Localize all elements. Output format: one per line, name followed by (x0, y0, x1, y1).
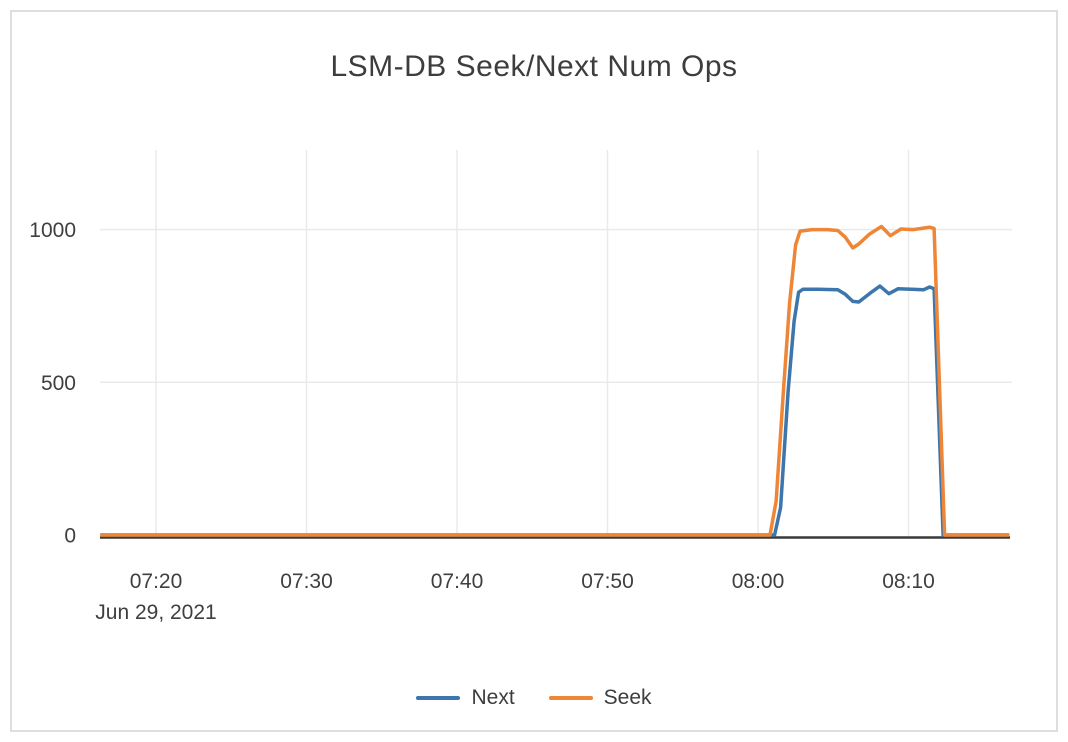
legend-label: Seek (603, 686, 652, 709)
x-tick-label: 07:40 (431, 570, 484, 593)
x-tick-label: 07:50 (581, 570, 634, 593)
legend-item-next[interactable]: Next (416, 686, 515, 710)
legend-item-seek[interactable]: Seek (548, 686, 652, 710)
y-tick-label: 0 (64, 525, 76, 548)
legend-swatch-seek (548, 695, 593, 701)
x-tick-label: 07:30 (280, 570, 333, 593)
legend-swatch-next (416, 695, 461, 701)
series-line-seek[interactable] (100, 224, 1010, 537)
x-tick-label: 08:10 (882, 570, 935, 593)
legend-label: Next (471, 686, 515, 709)
chart-card (10, 10, 1058, 732)
y-tick-label: 1000 (29, 219, 76, 242)
x-tick-label: 08:00 (732, 570, 785, 593)
x-axis-date-label: Jun 29, 2021 (95, 601, 216, 624)
x-tick-label: 07:20 (130, 570, 183, 593)
chart-title: LSM-DB Seek/Next Num Ops (330, 50, 738, 83)
legend: Next Seek (0, 686, 1068, 710)
y-tick-label: 500 (41, 372, 76, 395)
series-line-next[interactable] (100, 284, 1010, 537)
